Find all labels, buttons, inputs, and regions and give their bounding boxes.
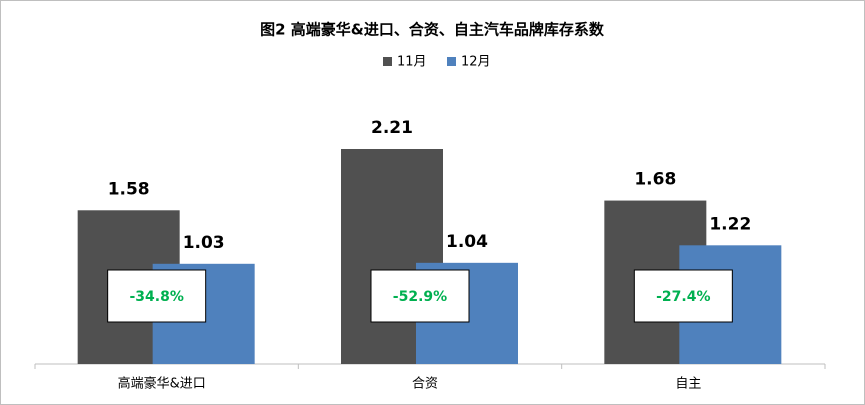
value-label: 1.04 — [446, 232, 488, 252]
annotation: -27.4% — [656, 289, 710, 305]
legend-swatch — [383, 57, 392, 66]
value-label: 1.22 — [709, 214, 751, 234]
annotation: -34.8% — [129, 289, 183, 305]
annotation-box — [370, 269, 470, 323]
value-label: 1.58 — [108, 179, 150, 199]
annotation-box — [633, 269, 733, 323]
x-tick-label: 合资 — [412, 377, 438, 392]
annotation-box — [107, 269, 207, 323]
value-label: 1.03 — [183, 233, 225, 253]
chart-title: 图2 高端豪华&进口、合资、自主汽车品牌库存系数 — [260, 21, 605, 39]
value-label: 2.21 — [371, 118, 413, 138]
x-tick-label: 高端豪华&进口 — [118, 376, 206, 392]
x-tick-label: 自主 — [675, 377, 701, 392]
legend-label: 12月 — [461, 55, 491, 70]
value-label: 1.68 — [634, 170, 676, 190]
legend-label: 11月 — [397, 55, 427, 70]
annotation: -52.9% — [393, 289, 447, 305]
legend-swatch — [447, 57, 456, 66]
